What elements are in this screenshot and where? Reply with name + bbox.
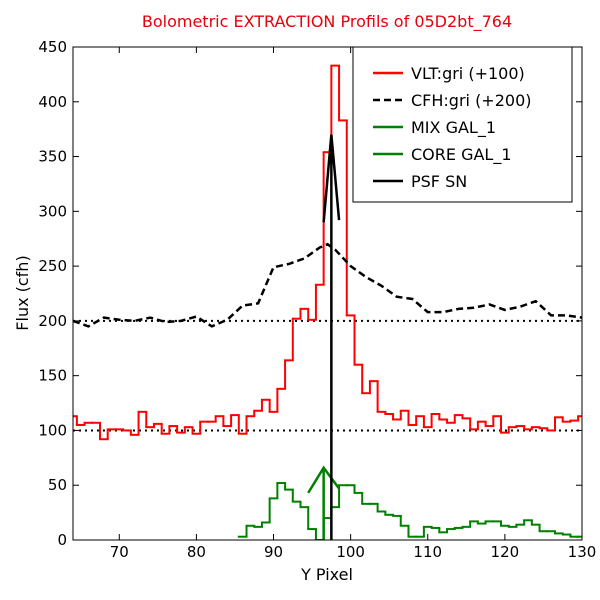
- x-tick-label: 130: [568, 543, 597, 561]
- x-tick-label: 110: [413, 543, 442, 561]
- y-tick-label: 50: [48, 476, 67, 494]
- legend-label: CORE GAL_1: [411, 145, 512, 165]
- y-tick-label: 100: [38, 421, 67, 439]
- x-tick-label: 80: [187, 543, 206, 561]
- y-tick-label: 200: [38, 312, 67, 330]
- x-tick-label: 90: [264, 543, 283, 561]
- y-tick-label: 250: [38, 257, 67, 275]
- y-tick-label: 400: [38, 93, 67, 111]
- chart-title: Bolometric EXTRACTION Profils of 05D2bt_…: [142, 12, 512, 32]
- y-axis-label: Flux (cfh): [13, 255, 32, 330]
- y-tick-label: 150: [38, 367, 67, 385]
- x-tick-label: 70: [110, 543, 129, 561]
- plot-area: [73, 64, 582, 540]
- x-tick-label: 120: [491, 543, 520, 561]
- y-tick-label: 300: [38, 202, 67, 220]
- legend-label: VLT:gri (+100): [411, 64, 525, 83]
- legend-label: MIX GAL_1: [411, 118, 496, 138]
- y-tick-label: 450: [38, 38, 67, 56]
- plot-frame: [72, 46, 583, 541]
- x-axis-label: Y Pixel: [300, 565, 353, 584]
- line: [73, 242, 582, 328]
- legend-label: CFH:gri (+200): [411, 91, 532, 110]
- x-tick-label: 100: [336, 543, 365, 561]
- y-tick-label: 0: [57, 531, 67, 549]
- legend-label: PSF SN: [411, 172, 467, 191]
- y-tick-label: 350: [38, 148, 67, 166]
- line: [307, 465, 341, 540]
- line: [322, 134, 341, 540]
